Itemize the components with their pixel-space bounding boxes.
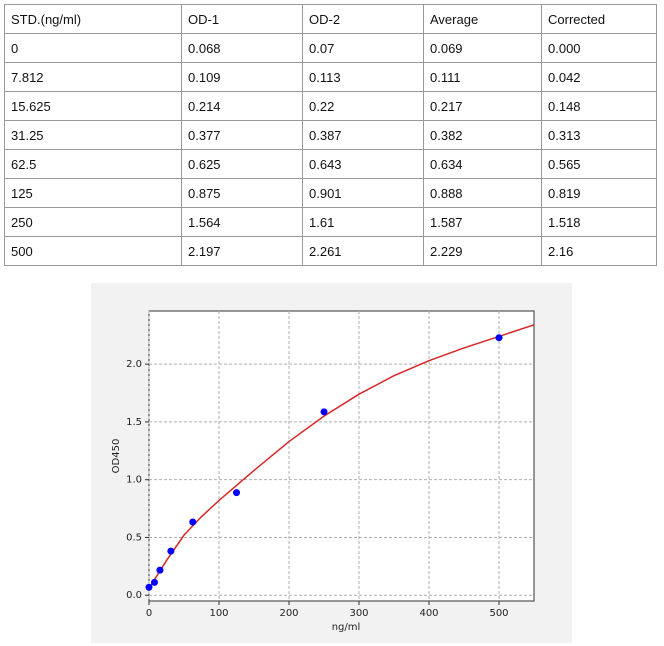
y-tick-label: 2.0 — [126, 359, 142, 370]
y-tick-label: 0.5 — [126, 532, 142, 543]
x-tick-label: 100 — [209, 608, 228, 619]
table-cell: 0.625 — [181, 149, 303, 179]
data-point — [145, 583, 153, 591]
table-cell: 1.587 — [423, 207, 542, 237]
header-row: STD.(ng/ml) OD-1 OD-2 Average Corrected — [4, 4, 657, 34]
x-axis-label: ng/ml — [332, 622, 361, 633]
table-cell: 0.068 — [181, 33, 303, 63]
x-tick-label: 500 — [489, 608, 508, 619]
table-cell: Corrected — [541, 4, 657, 34]
data-point — [156, 566, 164, 574]
fit-curve — [149, 324, 534, 589]
data-table: STD.(ng/ml) OD-1 OD-2 Average Corrected 0 0.06… — [4, 4, 657, 266]
table-cell: STD.(ng/ml) — [4, 4, 182, 34]
x-tick-label: 300 — [349, 608, 368, 619]
table-cell: 125 — [4, 178, 182, 208]
y-tick-label: 0.0 — [126, 590, 142, 601]
table-cell: 0.565 — [541, 149, 657, 179]
table-cell: 2.229 — [423, 236, 542, 266]
table-cell: 500 — [4, 236, 182, 266]
table-cell: 0.22 — [302, 91, 424, 121]
data-point — [320, 408, 328, 416]
table-cell: 0.111 — [423, 62, 542, 92]
plot-area — [148, 310, 535, 602]
table-row: 250 1.564 1.61 1.587 1.518 — [4, 207, 657, 237]
data-point — [150, 578, 158, 586]
table-cell: Average — [423, 4, 542, 34]
data-point — [495, 334, 503, 342]
y-tick-label: 1.5 — [126, 417, 142, 428]
table-cell: 0.819 — [541, 178, 657, 208]
table-cell: 0.113 — [302, 62, 424, 92]
table-cell: 0.382 — [423, 120, 542, 150]
data-point — [233, 489, 240, 497]
y-tick-label: 1.0 — [126, 475, 142, 486]
table-row: 0 0.068 0.07 0.069 0.000 — [4, 33, 657, 63]
data-point — [167, 547, 175, 555]
table-cell: 250 — [4, 207, 182, 237]
table-cell: 2.16 — [541, 236, 657, 266]
table-cell: 15.625 — [4, 91, 182, 121]
table-cell: 1.518 — [541, 207, 657, 237]
x-tick-label: 400 — [419, 608, 438, 619]
table-cell: 0.07 — [302, 33, 424, 63]
table-cell: 0.377 — [181, 120, 303, 150]
table-cell: 0.217 — [423, 91, 542, 121]
y-axis-label: OD450 — [111, 439, 122, 474]
table-row: 15.625 0.214 0.22 0.217 0.148 — [4, 91, 657, 121]
table-cell: 0.634 — [423, 149, 542, 179]
table-cell: 2.197 — [181, 236, 303, 266]
table-row: 500 2.197 2.261 2.229 2.16 — [4, 236, 657, 266]
x-tick-label: 200 — [279, 608, 298, 619]
table-cell: OD-1 — [181, 4, 303, 34]
x-tick-label: 0 — [146, 608, 152, 619]
data-point — [189, 518, 197, 526]
